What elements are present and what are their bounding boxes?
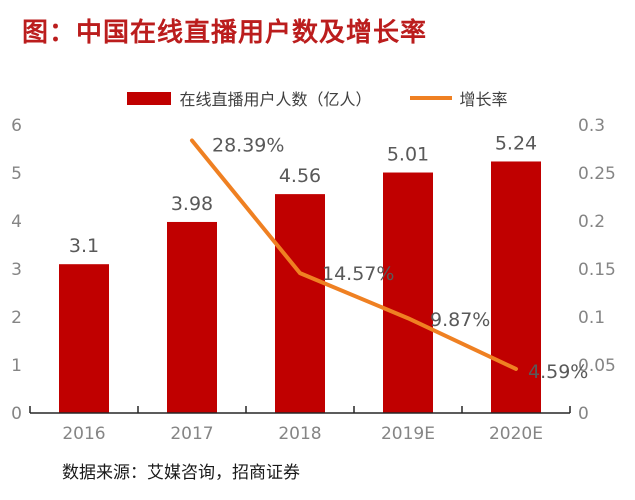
bar-value-label-2017: 3.98 (171, 193, 213, 215)
x-axis-label-2017: 2017 (170, 424, 213, 444)
bar-series-swatch-icon (127, 91, 172, 105)
growth-rate-line (190, 138, 518, 371)
legend-label-users: 在线直播用户人数（亿人） (179, 90, 372, 109)
x-axis-label-2016: 2016 (62, 424, 105, 444)
y-axis-right-tick-label: 0.3 (578, 116, 605, 136)
bar-2016 (59, 264, 109, 413)
legend-item-users: 在线直播用户人数（亿人） (127, 86, 372, 110)
x-axis-label-2018: 2018 (278, 424, 321, 444)
y-axis-left-tick-label: 2 (11, 308, 22, 328)
y-axis-right-tick-label: 0.05 (578, 356, 616, 376)
source-note: 数据来源：艾媒咨询，招商证券 (62, 463, 300, 483)
x-axis-label-2019E: 2019E (381, 424, 435, 444)
growth-label-2017: 28.39% (212, 134, 284, 156)
growth-label-2020E: 4.59% (528, 361, 588, 383)
bar-2019E (383, 172, 433, 413)
y-axis-left-tick-label: 0 (11, 404, 22, 424)
y-axis-left-tick-label: 1 (11, 356, 22, 376)
growth-label-2018: 14.57% (322, 263, 394, 285)
y-axis-left-tick-label: 6 (11, 116, 22, 136)
y-axis-right-tick-label: 0 (578, 404, 589, 424)
y-axis-right-tick-label: 0.15 (578, 260, 616, 280)
y-axis-right-tick-label: 0.25 (578, 164, 616, 184)
bar-value-label-2016: 3.1 (69, 235, 99, 257)
bar-2018 (275, 194, 325, 413)
y-axis-left-tick-label: 5 (11, 164, 22, 184)
bar-2017 (167, 221, 217, 413)
legend-item-growth: 增长率 (409, 86, 508, 110)
bar-value-label-2019E: 5.01 (387, 144, 429, 166)
bar-value-label-2018: 4.56 (279, 165, 321, 187)
y-axis-right-tick-label: 0.1 (578, 308, 605, 328)
growth-label-2019E: 9.87% (430, 309, 490, 331)
y-axis-left-tick-label: 4 (11, 212, 22, 232)
chart-legend: 在线直播用户人数（亿人） 增长率 (0, 86, 635, 110)
x-axis-label-2020E: 2020E (489, 424, 543, 444)
chart-title: 图：中国在线直播用户数及增长率 (22, 18, 428, 48)
legend-label-growth: 增长率 (459, 90, 508, 109)
y-axis-left-tick-label: 3 (11, 260, 22, 280)
chart-plot-area: 3.1 3.98 4.56 5.01 5.24 0 1 2 3 4 5 6 0 0.05 0.1 0.15 0.… (11, 116, 616, 444)
bar-value-label-2020E: 5.24 (495, 132, 537, 154)
line-series-swatch-icon (409, 96, 452, 100)
bar-2020E (491, 161, 541, 413)
y-axis-right-tick-label: 0.2 (578, 212, 605, 232)
